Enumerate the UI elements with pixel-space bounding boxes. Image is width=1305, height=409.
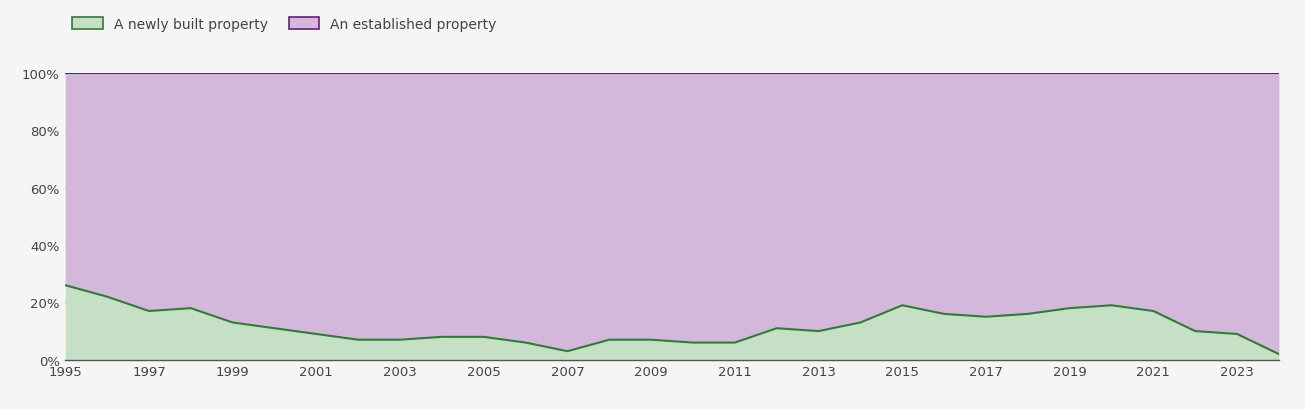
Legend: A newly built property, An established property: A newly built property, An established p…	[72, 18, 497, 31]
